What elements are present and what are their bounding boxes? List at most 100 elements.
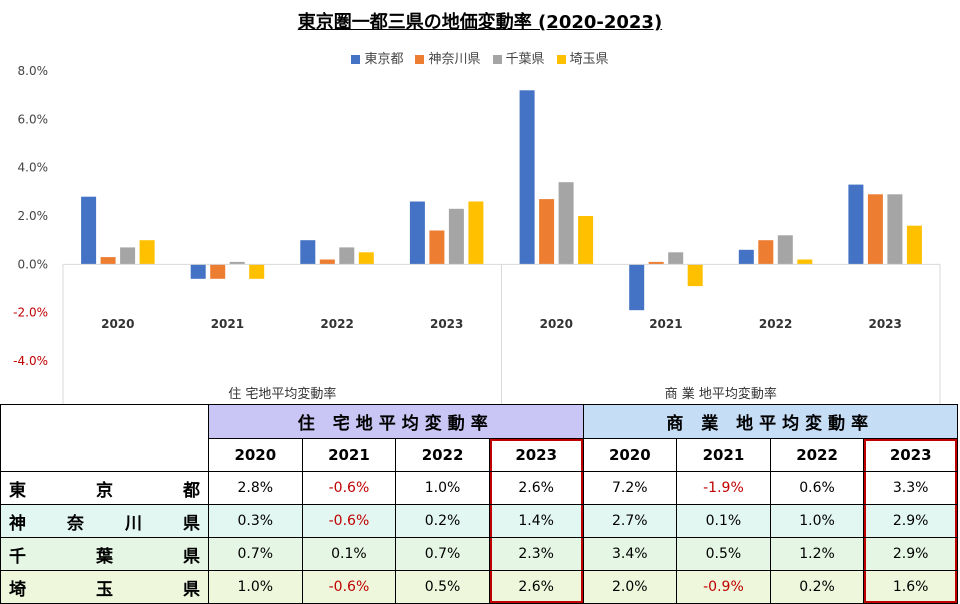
year-header: 2021	[301, 438, 397, 472]
bar	[339, 247, 355, 265]
table-cell: 1.0%	[395, 471, 490, 505]
bar	[558, 182, 574, 265]
prefecture-label: 東京都	[0, 471, 209, 505]
bar-chart: 8.0% 6.0% 4.0% 2.0% 0.0% -2.0% -4.0% 2020 2021 20…	[13, 64, 941, 405]
year-header: 2020	[582, 438, 678, 472]
bar	[738, 249, 754, 265]
table-cell: 2.7%	[582, 504, 678, 538]
year-header: 2022	[395, 438, 490, 472]
bar	[848, 184, 864, 265]
bar	[229, 261, 245, 265]
table-cell: 0.3%	[208, 504, 303, 538]
table-cell: 3.3%	[863, 471, 958, 505]
table-cell: 0.1%	[676, 504, 771, 538]
legend-swatch	[351, 55, 361, 64]
bar	[519, 90, 535, 265]
bar	[468, 201, 484, 265]
bar	[629, 264, 645, 311]
bar	[687, 264, 703, 287]
x-tick-label: 2020	[540, 317, 573, 331]
table-row: 千葉県 0.7% 0.1% 0.7% 2.3% 3.4% 0.5% 1.2% 2.9%	[0, 537, 958, 571]
table-cell: 1.0%	[208, 570, 303, 604]
bar	[190, 264, 206, 279]
group-label: 住 宅地平均変動率	[228, 386, 336, 402]
legend-item: 埼玉県	[556, 48, 609, 67]
legend-swatch	[556, 55, 566, 64]
table-cell: 1.2%	[769, 537, 865, 571]
year-header: 2021	[676, 438, 771, 472]
bar	[906, 225, 922, 265]
table-cell: -0.6%	[301, 504, 397, 538]
x-tick-label: 2022	[320, 317, 353, 331]
legend-item: 神奈川県	[415, 48, 481, 67]
x-tick-label: 2021	[211, 317, 244, 331]
year-header: 2020	[208, 438, 303, 472]
table-cell: 0.6%	[769, 471, 865, 505]
bar	[668, 252, 684, 265]
table-cell: 0.5%	[676, 537, 771, 571]
table-row: 東京都 2.8% -0.6% 1.0% 2.6% 7.2% -1.9% 0.6% 3.3%	[0, 471, 958, 505]
table-cell: -0.6%	[301, 471, 397, 505]
legend-swatch	[492, 55, 502, 64]
group-header-residential: 住 宅地平均変動率	[208, 404, 584, 439]
legend-label: 千葉県	[505, 52, 545, 67]
bar	[409, 201, 425, 265]
legend-label: 東京都	[364, 52, 404, 67]
chart-title: 東京圏一都三県の地価変動率 (2020-2023)	[297, 12, 663, 33]
year-header: 2023	[488, 438, 584, 472]
table-cell: -0.9%	[676, 570, 771, 604]
table-cell: 3.4%	[582, 537, 678, 571]
table-cell: 2.9%	[863, 537, 958, 571]
table-row: 埼玉県 1.0% -0.6% 0.5% 2.6% 2.0% -0.9% 0.2% 1.6%	[0, 570, 958, 604]
table-cell: 2.0%	[582, 570, 678, 604]
bar	[448, 208, 464, 265]
legend-item: 東京都	[351, 48, 403, 67]
table-cell: 1.0%	[769, 504, 865, 538]
legend-label: 埼玉県	[569, 52, 609, 67]
table-corner-cell	[0, 404, 209, 472]
table-cell: 0.7%	[395, 537, 490, 571]
x-tick-label: 2023	[430, 317, 463, 331]
x-tick-label: 2023	[868, 317, 901, 331]
y-tick-label: -2.0%	[13, 306, 48, 320]
table-cell: 0.1%	[301, 537, 397, 571]
bar	[887, 194, 903, 265]
table-cell: -1.9%	[676, 471, 771, 505]
bar	[578, 216, 594, 265]
bar	[429, 230, 445, 265]
bar	[100, 257, 116, 265]
table-cell: 2.9%	[863, 504, 958, 538]
year-header: 2023	[863, 438, 958, 472]
legend-swatch	[415, 55, 425, 64]
table-row: 神奈川県 0.3% -0.6% 0.2% 1.4% 2.7% 0.1% 1.0% 2.9%	[0, 504, 958, 538]
data-table: 住 宅地平均変動率 商 業 地平均変動率 2020 2021 2022 2023 202…	[0, 404, 958, 604]
table-cell: 7.2%	[582, 471, 678, 505]
table-cell: 2.6%	[488, 471, 584, 505]
year-header: 2022	[769, 438, 865, 472]
table-cell: 0.2%	[395, 504, 490, 538]
x-tick-label: 2020	[101, 317, 134, 331]
legend-label: 神奈川県	[428, 52, 481, 67]
y-tick-label: 6.0%	[18, 112, 49, 126]
table-cell: 2.8%	[208, 471, 303, 505]
bar	[81, 196, 97, 265]
y-tick-label: 8.0%	[18, 64, 49, 78]
prefecture-label: 千葉県	[0, 537, 209, 571]
bar	[539, 199, 555, 265]
table-cell: 1.6%	[863, 570, 958, 604]
bar	[758, 240, 774, 265]
table-cell: 1.4%	[488, 504, 584, 538]
bar	[139, 240, 155, 265]
table-cell: 2.6%	[488, 570, 584, 604]
y-tick-label: 0.0%	[18, 257, 49, 271]
bar	[648, 261, 664, 265]
x-tick-label: 2022	[759, 317, 792, 331]
legend-item: 千葉県	[492, 48, 545, 67]
group-header-commercial: 商 業 地平均変動率	[582, 404, 958, 439]
table-cell: 0.2%	[769, 570, 865, 604]
bar	[358, 252, 374, 265]
table-cell: -0.6%	[301, 570, 397, 604]
y-tick-label: 2.0%	[18, 209, 49, 223]
y-tick-label: 4.0%	[18, 161, 49, 175]
prefecture-label: 埼玉県	[0, 570, 209, 604]
